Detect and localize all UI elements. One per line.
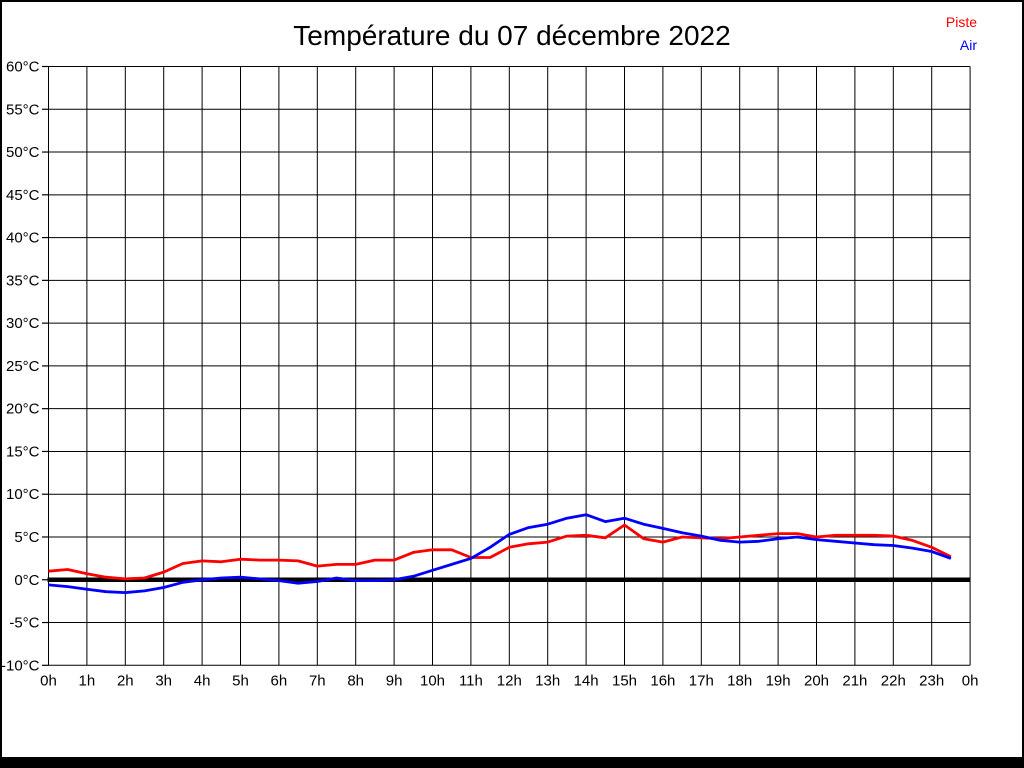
y-tick-label: 15°C bbox=[6, 443, 40, 460]
x-tick-label: 9h bbox=[386, 672, 403, 689]
x-tick-label: 7h bbox=[309, 672, 326, 689]
y-tick-label: 55°C bbox=[6, 101, 40, 118]
series-line-piste bbox=[48, 523, 952, 581]
x-tick-label: 21h bbox=[842, 672, 867, 689]
x-tick-label: 22h bbox=[881, 672, 906, 689]
legend-item-air: Air bbox=[959, 37, 977, 53]
x-tick-label: 0h bbox=[40, 672, 57, 689]
x-tick-label: 5h bbox=[232, 672, 249, 689]
x-tick-label: 12h bbox=[497, 672, 522, 689]
x-tick-label: 3h bbox=[155, 672, 172, 689]
chart-title: Température du 07 décembre 2022 bbox=[293, 20, 731, 51]
page-border-left bbox=[0, 0, 2, 768]
x-tick-label: 4h bbox=[194, 672, 211, 689]
page-border-right bbox=[1022, 0, 1024, 768]
x-tick-label: 14h bbox=[574, 672, 599, 689]
y-tick-label: 25°C bbox=[6, 358, 40, 375]
x-tick-label: 23h bbox=[919, 672, 944, 689]
y-tick-label: -10°C bbox=[1, 657, 40, 674]
y-tick-label: 45°C bbox=[6, 187, 40, 204]
x-tick-label: 2h bbox=[117, 672, 134, 689]
x-tick-label: 10h bbox=[420, 672, 445, 689]
y-tick-label: 60°C bbox=[6, 59, 40, 76]
page-border-top bbox=[0, 0, 1024, 2]
y-tick-label: -5°C bbox=[9, 615, 39, 632]
x-tick-label: 16h bbox=[650, 672, 675, 689]
x-tick-label: 8h bbox=[347, 672, 364, 689]
x-tick-label: 20h bbox=[804, 672, 829, 689]
page-bottom-bar bbox=[0, 757, 1024, 768]
x-tick-label: 19h bbox=[766, 672, 791, 689]
x-tick-label: 17h bbox=[689, 672, 714, 689]
y-tick-label: 35°C bbox=[6, 272, 40, 289]
x-tick-label: 0h bbox=[962, 672, 979, 689]
x-tick-label: 6h bbox=[271, 672, 288, 689]
y-tick-label: 40°C bbox=[6, 230, 40, 247]
legend-item-piste: Piste bbox=[945, 14, 977, 30]
y-tick-label: 50°C bbox=[6, 144, 40, 161]
x-tick-label: 18h bbox=[727, 672, 752, 689]
series-line-air bbox=[48, 513, 952, 594]
x-tick-label: 1h bbox=[79, 672, 96, 689]
legend: Piste Air bbox=[946, 11, 977, 57]
y-tick-label: 10°C bbox=[6, 486, 40, 503]
y-tick-label: 5°C bbox=[14, 529, 39, 546]
x-tick-label: 13h bbox=[535, 672, 560, 689]
x-tick-label: 15h bbox=[612, 672, 637, 689]
x-tick-label: 11h bbox=[459, 672, 483, 689]
y-tick-label: 0°C bbox=[14, 572, 39, 589]
y-tick-label: 20°C bbox=[6, 401, 40, 418]
y-tick-label: 30°C bbox=[6, 315, 40, 332]
